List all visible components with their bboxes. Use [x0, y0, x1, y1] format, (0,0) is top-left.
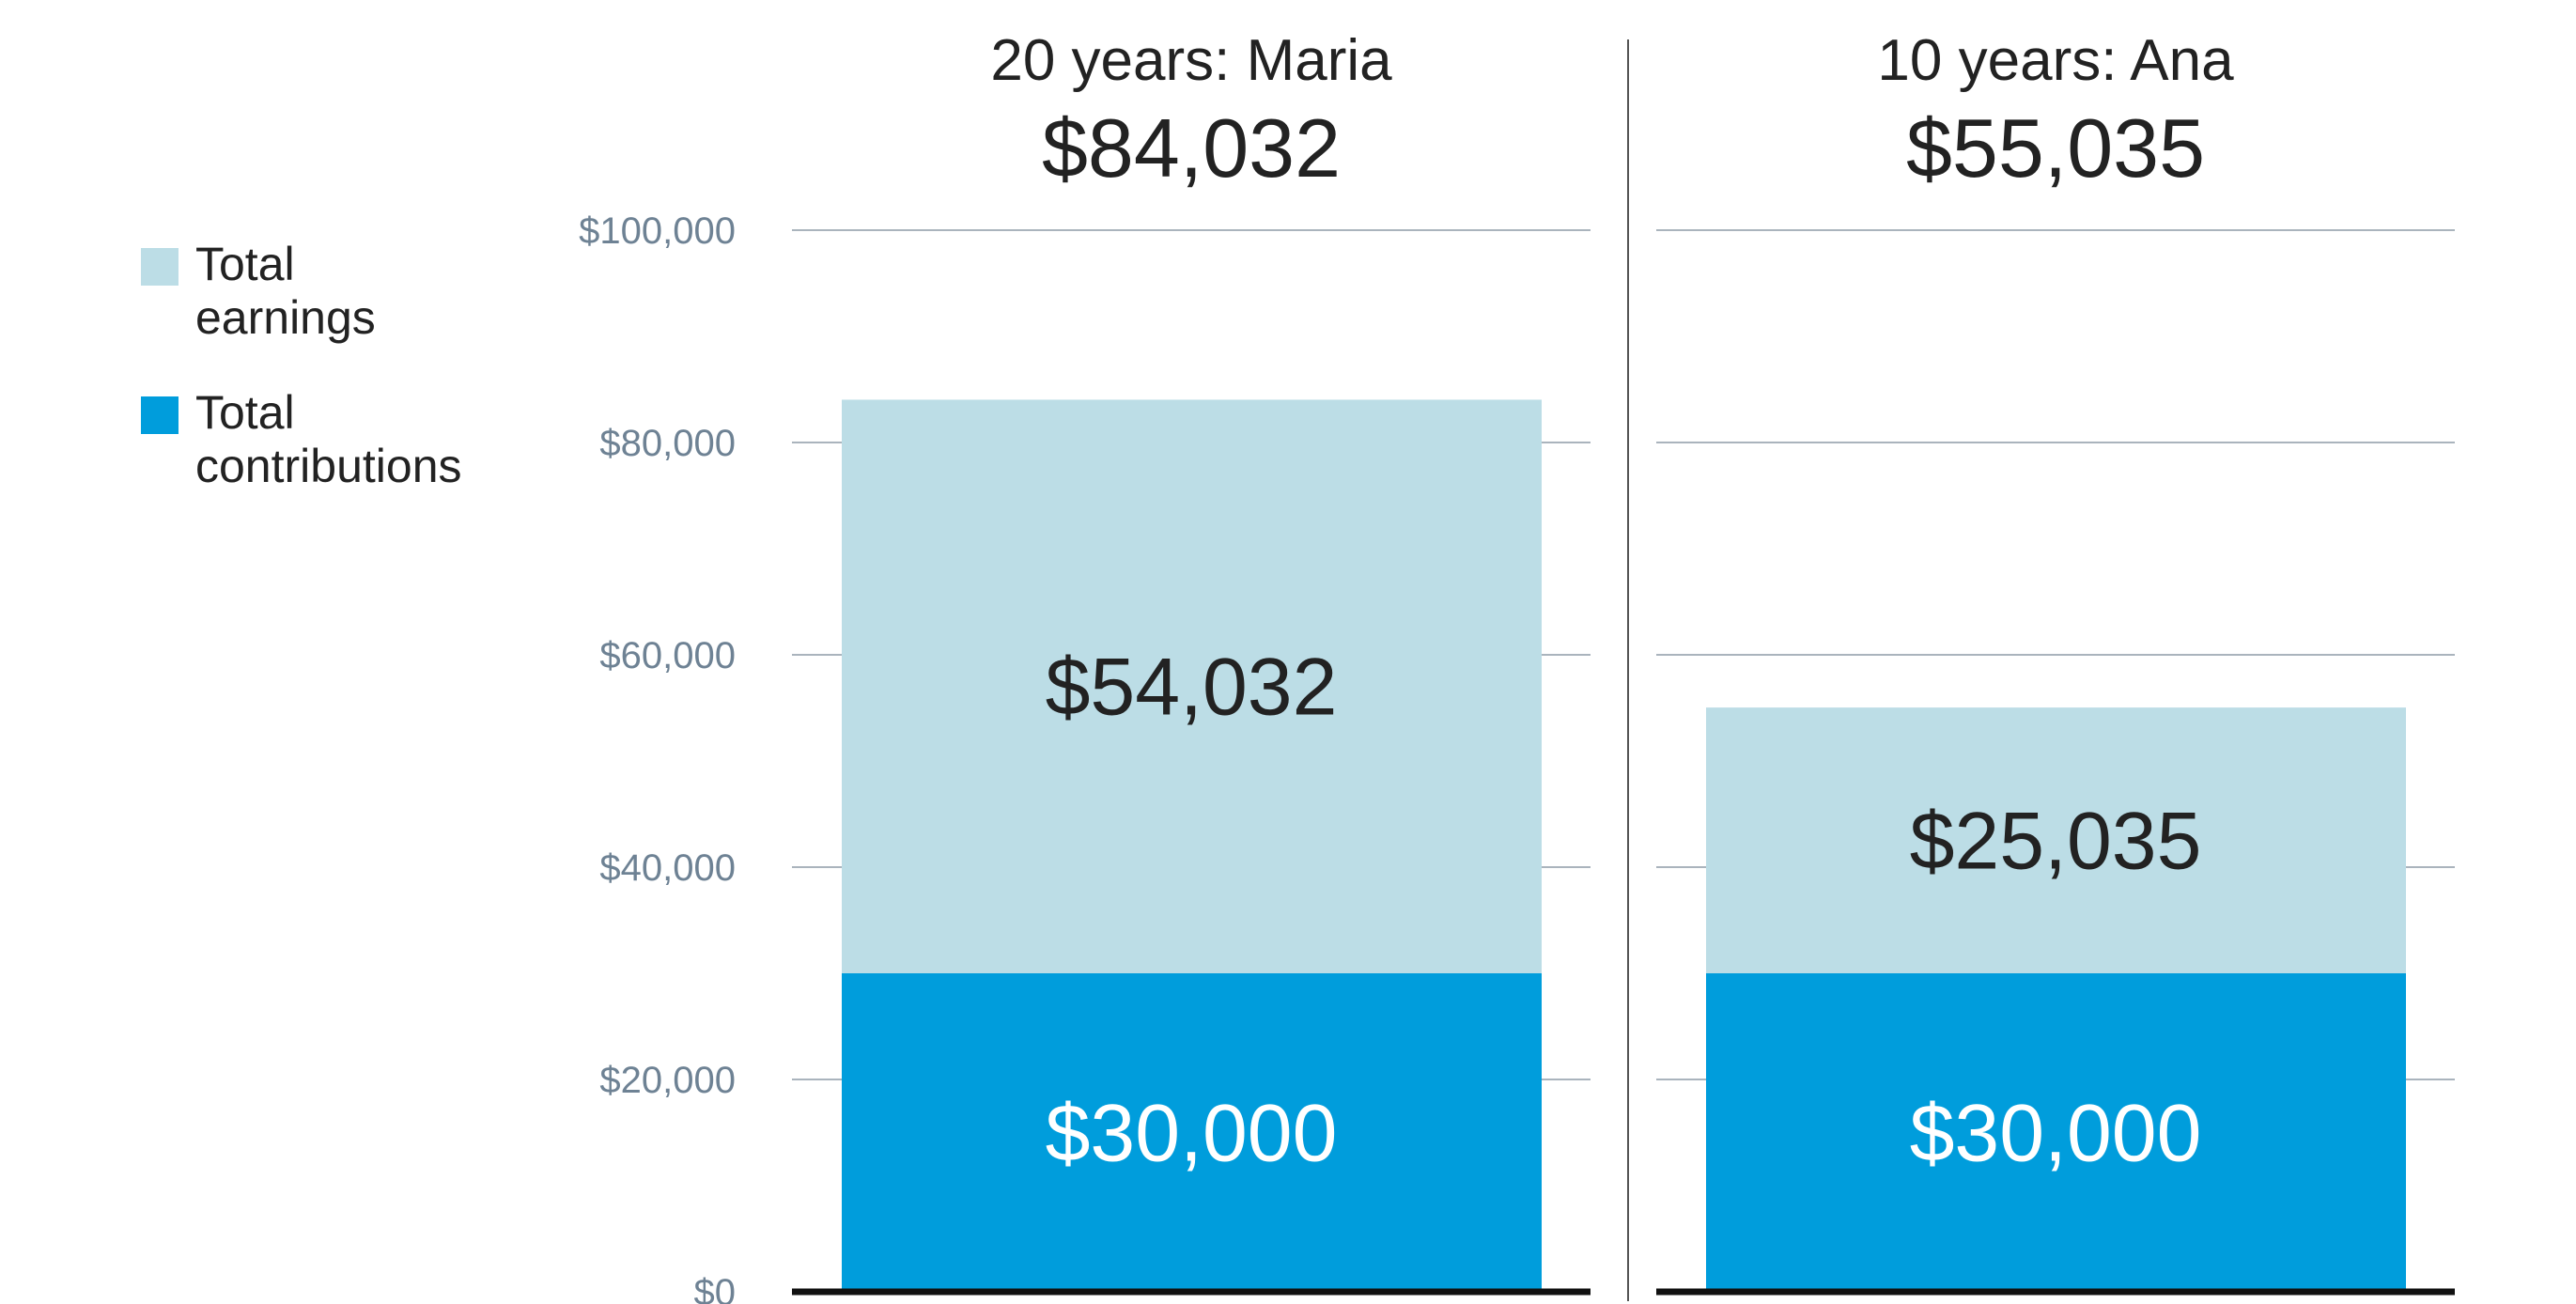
y-axis: $0 $20,000 $40,000 $60,000 $80,000 $100,000 [579, 210, 736, 1304]
y-tick-label: $60,000 [599, 635, 736, 676]
panel-total: $55,035 [1906, 101, 2205, 194]
y-tick-label: $40,000 [599, 847, 736, 889]
panel-2: $30,000 $25,035 10 years: Ana $55,035 [1656, 28, 2455, 1296]
bar-earnings [1706, 707, 2406, 973]
legend-swatch [141, 248, 178, 286]
legend-label: Total [195, 386, 295, 439]
label-contributions: $30,000 [1910, 1089, 2202, 1179]
panel-title: 10 years: Ana [1877, 28, 2234, 93]
panel-total: $84,032 [1042, 101, 1341, 194]
y-tick-label: $0 [694, 1272, 737, 1304]
legend-label: Total [195, 238, 295, 290]
bar-contributions [842, 973, 1542, 1292]
y-tick-label: $100,000 [579, 210, 736, 252]
label-earnings: $54,032 [1046, 643, 1338, 733]
bar-earnings [842, 399, 1542, 974]
panel-1: $30,000 $54,032 20 years: Maria $84,032 [792, 28, 1591, 1296]
y-tick-label: $80,000 [599, 423, 736, 464]
bar-contributions [1706, 973, 2406, 1292]
panel-title: 20 years: Maria [990, 28, 1392, 93]
label-earnings: $25,035 [1910, 797, 2202, 887]
legend-label: contributions [195, 440, 462, 492]
legend-label: earnings [195, 291, 376, 344]
y-tick-label: $20,000 [599, 1060, 736, 1101]
legend-swatch [141, 396, 178, 434]
label-contributions: $30,000 [1046, 1089, 1338, 1179]
